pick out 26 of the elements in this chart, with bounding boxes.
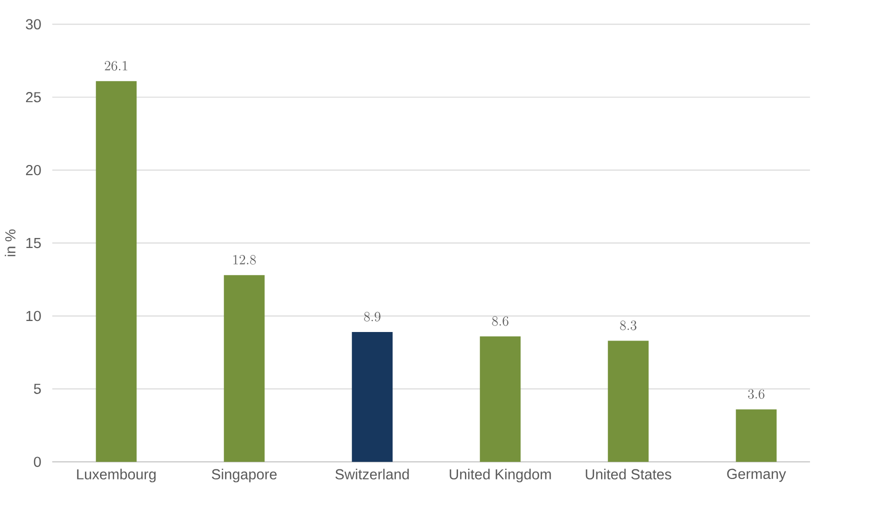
- y-tick-label: 25: [26, 92, 41, 102]
- y-tick-label: 0: [34, 456, 41, 467]
- y-tick-label: 10: [26, 310, 41, 322]
- bar: [480, 336, 521, 462]
- data-label: 8.9: [364, 312, 380, 322]
- x-tick-label: United Kingdom: [450, 468, 551, 482]
- x-tick-label: Switzerland: [335, 468, 409, 480]
- data-label: 26. 1: [104, 60, 128, 70]
- bar: [608, 340, 649, 462]
- data-label: 3.6: [748, 389, 764, 399]
- data-label: 8.3: [620, 320, 636, 330]
- bar: [352, 332, 393, 462]
- bar: [736, 409, 777, 462]
- x-tick-label: Germany: [727, 468, 786, 482]
- bar: [224, 275, 265, 462]
- y-tick-label: 30: [26, 19, 41, 30]
- data-label: 8.6: [492, 316, 508, 326]
- y-tick-label: 20: [26, 164, 41, 176]
- data-label: 12.8: [233, 254, 256, 264]
- y-tick-label: 5: [34, 384, 41, 394]
- x-tick-label: Singapore: [212, 468, 277, 482]
- y-axis-title: in %: [4, 229, 16, 256]
- y-tick-label: 15: [26, 238, 41, 248]
- x-tick-label: United States: [586, 468, 672, 480]
- x-tick-label: Luxembourg: [77, 468, 156, 482]
- bar: [96, 81, 137, 462]
